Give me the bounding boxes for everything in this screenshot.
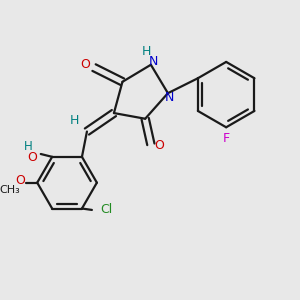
Text: CH₃: CH₃ (0, 185, 21, 195)
Text: H: H (24, 140, 33, 153)
Text: O: O (27, 151, 37, 164)
Text: O: O (81, 58, 90, 71)
Text: H: H (142, 46, 151, 59)
Text: N: N (149, 56, 158, 68)
Text: O: O (154, 139, 164, 152)
Text: O: O (15, 174, 25, 187)
Text: H: H (70, 114, 79, 127)
Text: Cl: Cl (100, 203, 112, 216)
Text: N: N (165, 91, 174, 104)
Text: F: F (223, 132, 230, 145)
